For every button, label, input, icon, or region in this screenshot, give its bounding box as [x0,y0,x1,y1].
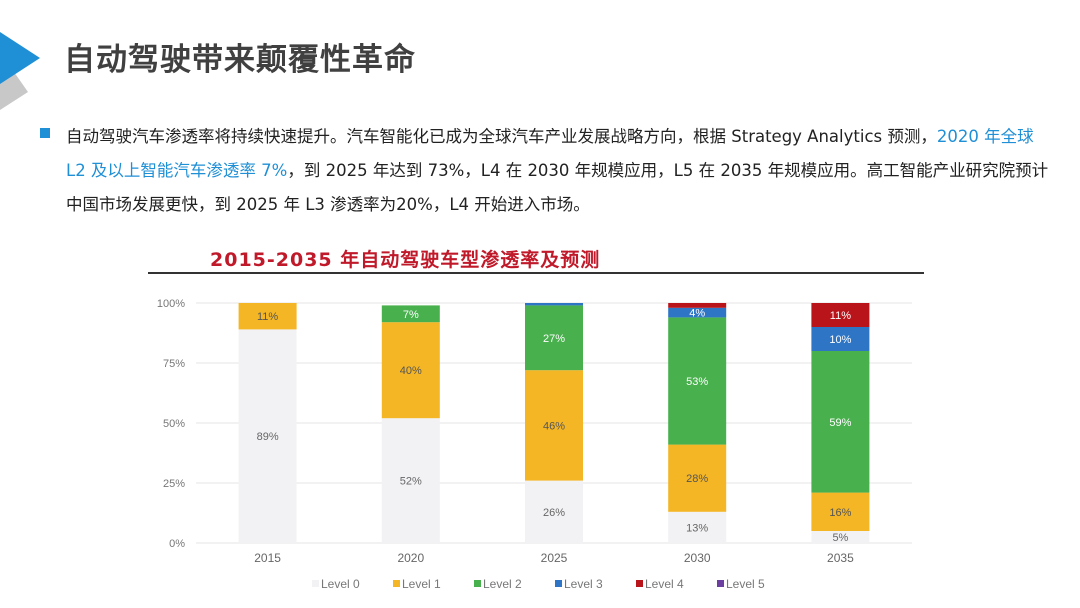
x-tick-label: 2030 [684,551,711,565]
y-tick-label: 25% [163,478,185,490]
body-paragraph: 自动驾驶汽车渗透率将持续快速提升。汽车智能化已成为全球汽车产业发展战略方向，根据… [66,120,1056,222]
data-label: 16% [829,507,851,519]
legend-swatch [312,580,319,587]
x-tick-label: 2035 [827,551,854,565]
bar-segment [238,329,297,543]
legend-label: Level 4 [645,577,684,591]
legend-swatch [474,580,481,587]
legend-label: Level 1 [402,577,441,591]
data-label: 26% [543,507,565,519]
bar-segment [811,327,870,351]
y-tick-label: 75% [163,358,185,370]
bullet-icon [40,128,50,138]
bar-segment [525,370,583,481]
legend-swatch [636,580,643,587]
bar-segment [668,511,727,543]
legend-label: Level 3 [564,577,603,591]
chart-title: 2015-2035 年自动驾驶车型渗透率及预测 [210,249,601,271]
para-text-1: 自动驾驶汽车渗透率将持续快速提升。汽车智能化已成为全球汽车产业发展战略方向，根据… [66,127,937,146]
chart-title-rule [148,272,924,274]
data-label: 40% [400,365,422,377]
data-label: 53% [686,376,708,388]
legend-swatch [555,580,562,587]
title-arrow-icon [0,32,40,110]
legend-swatch [717,580,724,587]
y-tick-label: 100% [157,298,185,310]
legend-label: Level 0 [321,577,360,591]
x-tick-label: 2020 [397,551,424,565]
data-label: 10% [829,334,851,346]
para-highlight: 2020 年全球 L2 及以上智能汽车渗透率 7% [66,127,1034,180]
data-label: 52% [400,476,422,488]
data-label: 46% [543,420,565,432]
bar-segment [811,351,870,493]
bar-segment [668,303,727,308]
x-tick-label: 2025 [541,551,568,565]
data-label: 5% [832,532,848,544]
data-label: 13% [686,522,708,534]
data-label: 27% [543,333,565,345]
legend-swatch [393,580,400,587]
data-label: 11% [830,310,851,322]
data-label: 7% [403,309,419,321]
legend-label: Level 5 [726,577,765,591]
bar-segment [525,305,583,371]
bar-segment [668,317,727,445]
bar-segment [381,418,440,543]
bar-segment [525,303,583,306]
bar-segment [668,444,727,512]
bar-segment [811,531,870,543]
bar-segment [525,480,583,543]
bar-segment [381,305,440,323]
x-tick-label: 2015 [254,551,281,565]
y-tick-label: 50% [163,418,185,430]
y-tick-label: 0% [169,538,185,550]
page-title: 自动驾驶带来颠覆性革命 [64,42,416,78]
bar-segment [811,303,870,327]
data-label: 11% [257,311,278,323]
bar-segment [381,322,440,419]
data-label: 89% [257,431,279,443]
data-label: 4% [689,308,705,320]
data-label: 59% [829,417,851,429]
legend-label: Level 2 [483,577,522,591]
data-label: 28% [686,473,708,485]
bar-segment [668,307,727,318]
bar-segment [811,492,870,531]
bar-segment [238,303,297,330]
para-text-2: ，到 2025 年达到 73%，L4 在 2030 年规模应用，L5 在 203… [66,161,1049,214]
